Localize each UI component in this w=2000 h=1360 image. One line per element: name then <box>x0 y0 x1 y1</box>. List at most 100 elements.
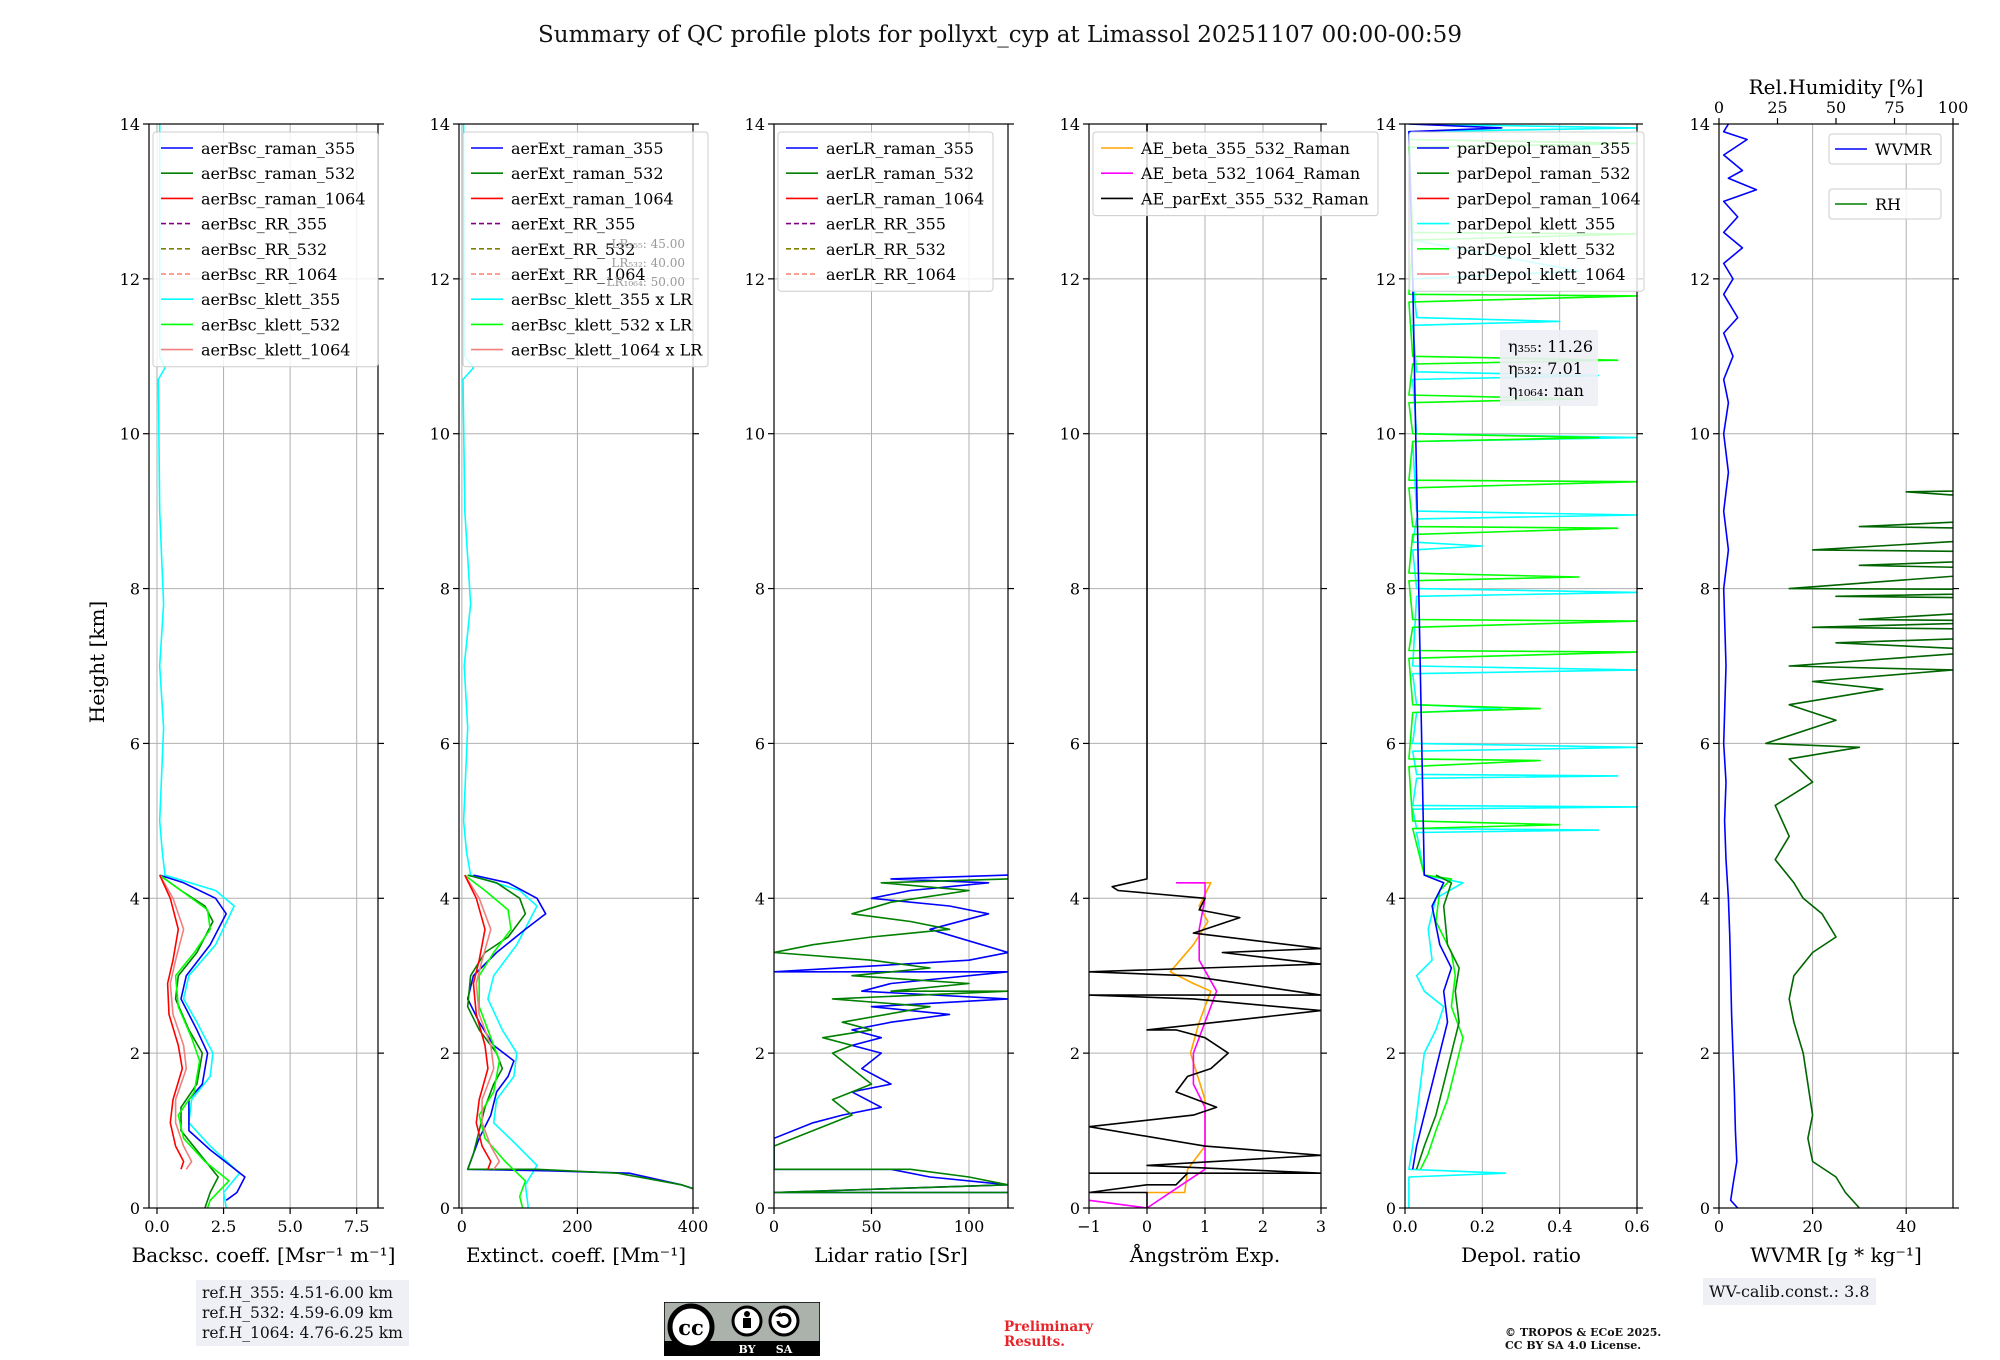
y-tick-label: 10 <box>1060 425 1080 444</box>
legend-entry: WVMR <box>1875 140 1932 159</box>
series-RH <box>1765 490 1953 1208</box>
series-aerBsc_klett_532 <box>159 874 230 1208</box>
legend-entry: aerExt_RR_355 <box>511 215 635 234</box>
preliminary-line-1: Preliminary <box>1004 1319 1094 1335</box>
x-tick-label: 40 <box>1896 1217 1916 1236</box>
y-tick-label: 6 <box>1700 734 1710 753</box>
y-axis-label: Height [km] <box>85 601 109 723</box>
top-tick-label: 75 <box>1884 98 1904 117</box>
legend-entry: AE_beta_355_532_Raman <box>1140 139 1350 158</box>
y-tick-label: 8 <box>1070 580 1080 599</box>
lidar-ratio-label: LR₃₅₅: 45.00 <box>611 237 685 251</box>
legend-entry: parDepol_klett_355 <box>1457 215 1615 234</box>
x-axis-label: Backsc. coeff. [Msr⁻¹ m⁻¹] <box>132 1243 396 1267</box>
y-tick-label: 8 <box>130 580 140 599</box>
series-aerBsc_klett_1064 x LR <box>464 874 501 1170</box>
x-tick-label: 0.4 <box>1547 1217 1572 1236</box>
cc-by-sa-logo: cc BY SA <box>664 1302 820 1356</box>
y-tick-label: 12 <box>745 270 765 289</box>
y-tick-label: 12 <box>430 270 450 289</box>
legend-entry: parDepol_raman_355 <box>1457 139 1630 158</box>
svg-text:cc: cc <box>678 1315 704 1340</box>
top-tick-label: 100 <box>1938 98 1969 117</box>
y-tick-label: 0 <box>1700 1199 1710 1218</box>
series-parDepol_klett_532 <box>1408 138 1637 1170</box>
y-tick-label: 10 <box>1690 425 1710 444</box>
y-tick-label: 12 <box>1690 270 1710 289</box>
legend-entry: aerBsc_RR_1064 <box>201 265 337 284</box>
legend-box <box>777 131 994 292</box>
y-tick-label: 2 <box>1070 1044 1080 1063</box>
x-tick-label: 5.0 <box>277 1217 302 1236</box>
series-AE_parExt_355_532_Raman <box>1089 124 1321 1208</box>
x-tick-label: 0 <box>1142 1217 1152 1236</box>
panel-depol: 0.0 0.2 0.4 0.6 0 2 4 6 8 10 12 14 Depol. ratio parDe… <box>1376 115 1650 1267</box>
y-tick-label: 14 <box>120 115 140 134</box>
legend-entry: parDepol_klett_1064 <box>1457 265 1626 284</box>
legend-entry: aerLR_raman_355 <box>826 139 974 158</box>
y-tick-label: 4 <box>130 889 140 908</box>
legend-entry: aerExt_raman_1064 <box>511 189 674 208</box>
x-tick-label: 2.5 <box>211 1217 236 1236</box>
legend-entry: parDepol_raman_1064 <box>1457 189 1641 208</box>
legend-entry: aerBsc_raman_532 <box>201 164 355 183</box>
legend-box <box>462 131 709 368</box>
legend-entry: aerBsc_klett_532 <box>201 315 340 334</box>
legend-entry: aerLR_RR_355 <box>826 215 946 234</box>
x-tick-label: 1 <box>1200 1217 1210 1236</box>
x-tick-label: 50 <box>861 1217 881 1236</box>
x-tick-label: 400 <box>678 1217 709 1236</box>
y-tick-label: 14 <box>745 115 765 134</box>
y-tick-label: 10 <box>1376 425 1396 444</box>
cc-sa-text: SA <box>776 1343 793 1356</box>
legend-entry: parDepol_klett_532 <box>1457 240 1615 259</box>
x-tick-label: 200 <box>562 1217 593 1236</box>
lidar-ratio-label: LR₅₃₂: 40.00 <box>611 256 685 270</box>
y-tick-label: 0 <box>1386 1199 1396 1218</box>
axes-frame <box>148 123 379 1209</box>
legend-entry: aerBsc_klett_355 x LR <box>511 290 693 309</box>
legend-entry: aerBsc_raman_355 <box>201 139 355 158</box>
reference-height-box: ref.H_355: 4.51-6.00 km ref.H_532: 4.59-… <box>196 1280 409 1346</box>
eta-label: η₃₅₅: 11.26 <box>1508 337 1593 356</box>
top-tick-label: 50 <box>1826 98 1846 117</box>
panel-wv: 0 20 40 0 2 4 6 8 10 12 14 WVMR [g * kg⁻¹] 0 25 50 75 10… <box>1690 75 1969 1267</box>
y-tick-label: 0 <box>755 1199 765 1218</box>
x-tick-label: 0.0 <box>1392 1217 1417 1236</box>
y-tick-label: 8 <box>1386 580 1396 599</box>
y-tick-label: 6 <box>755 734 765 753</box>
legend-entry: aerBsc_klett_1064 x LR <box>511 341 703 360</box>
ref-height-532: ref.H_532: 4.59-6.09 km <box>202 1304 393 1322</box>
ref-height-1064: ref.H_1064: 4.76-6.25 km <box>202 1324 403 1342</box>
series-parDepol_raman_532 <box>1415 874 1460 1170</box>
series-aerLR_raman_355 <box>774 874 1008 1194</box>
y-tick-label: 4 <box>1386 889 1396 908</box>
y-tick-label: 4 <box>440 889 450 908</box>
legend-box <box>152 131 379 368</box>
axes-frame <box>458 123 694 1209</box>
y-tick-label: 12 <box>120 270 140 289</box>
legend-entry: aerLR_raman_1064 <box>826 189 984 208</box>
preliminary-line-2: Results. <box>1004 1334 1065 1350</box>
y-tick-label: 0 <box>440 1199 450 1218</box>
legend-entry: aerLR_RR_1064 <box>826 265 956 284</box>
y-tick-label: 6 <box>1070 734 1080 753</box>
figure-title: Summary of QC profile plots for pollyxt_… <box>538 22 1462 48</box>
series-aerExt_raman_1064 <box>464 874 492 1170</box>
series-aerExt_raman_355 <box>466 874 693 1190</box>
y-tick-label: 10 <box>430 425 450 444</box>
x-axis-label: Extinct. coeff. [Mm⁻¹] <box>466 1243 686 1267</box>
top-axis-label: Rel.Humidity [%] <box>1749 75 1924 99</box>
y-tick-label: 14 <box>1376 115 1396 134</box>
legend-entry: AE_parExt_355_532_Raman <box>1140 189 1369 208</box>
x-axis-label: Depol. ratio <box>1461 1243 1581 1267</box>
y-tick-label: 8 <box>755 580 765 599</box>
legend-entry: parDepol_raman_532 <box>1457 164 1630 183</box>
y-tick-label: 6 <box>1386 734 1396 753</box>
y-tick-label: 8 <box>1700 580 1710 599</box>
y-tick-label: 2 <box>755 1044 765 1063</box>
wv-calibration-box: WV-calib.const.: 3.8 <box>1703 1278 1876 1305</box>
top-tick-label: 25 <box>1767 98 1787 117</box>
y-tick-label: 4 <box>1700 889 1710 908</box>
